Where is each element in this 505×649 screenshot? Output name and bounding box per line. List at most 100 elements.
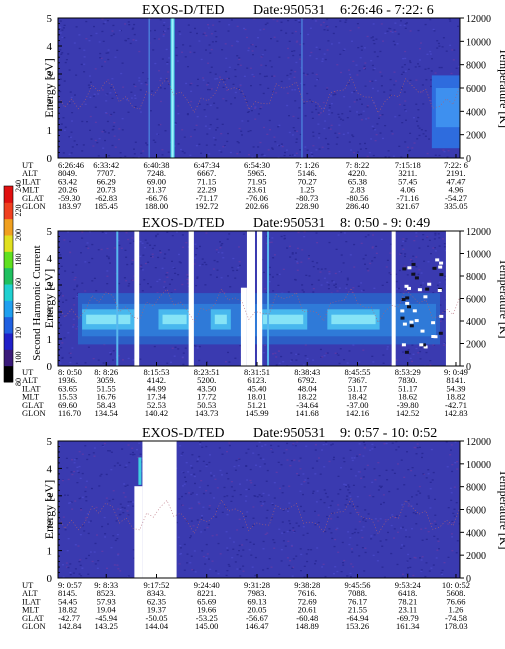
temperature-tick-label: 12000 [466, 227, 491, 238]
ephemeris-row-label: GLAT [22, 193, 45, 203]
ephemeris-cell: 7: 8:22 [346, 160, 370, 170]
ephemeris-cell: 1936. [58, 375, 77, 385]
ephemeris-cell: 141.68 [296, 408, 319, 418]
colorbar-swatch [4, 300, 13, 318]
ephemeris-cell: 72.69 [298, 596, 317, 606]
panel-time-range: 8: 0:50 - 9: 0:49 [340, 216, 430, 231]
ephemeris-cell: 8141. [446, 375, 465, 385]
ephemeris-cell: 8:38:43 [294, 367, 320, 377]
plot-area [58, 231, 460, 366]
energy-tick-label: 0 [47, 153, 53, 165]
ephemeris-cell: 6:54:30 [244, 160, 270, 170]
ephemeris-cell: 9:45:56 [344, 580, 370, 590]
colorbar-swatch [4, 284, 13, 301]
ephemeris-cell: 50.53 [197, 400, 216, 410]
temperature-axis-label: Temperature [K] [497, 469, 505, 549]
ephemeris-cell: 142.52 [396, 408, 419, 418]
ephemeris-cell: 19.37 [147, 605, 166, 615]
ephemeris-cell: -71.16 [397, 193, 419, 203]
ephemeris-cell: 58.43 [97, 400, 116, 410]
ephemeris-cell: 65.69 [197, 596, 216, 606]
ephemeris-cell: 140.42 [145, 408, 168, 418]
vertical-streak [267, 231, 270, 366]
ephemeris-cell: 7:15:18 [395, 160, 421, 170]
ephemeris-cell: 8:31:51 [244, 367, 270, 377]
ephemeris-cell: 20.26 [58, 185, 77, 195]
temperature-tick-label: 0 [466, 154, 471, 165]
ephemeris-cell: 286.40 [346, 201, 369, 211]
ephemeris-cell: 19.66 [197, 605, 216, 615]
ephemeris-cell: -60.48 [296, 613, 318, 623]
energy-tick-label: 0 [47, 361, 53, 373]
ephemeris-cell: 22.29 [197, 185, 216, 195]
ephemeris-cell: 7707. [97, 168, 116, 178]
ephemeris-cell: 7616. [298, 588, 317, 598]
temperature-tick-label: 0 [466, 362, 471, 373]
ephemeris-cell: 7367. [348, 375, 367, 385]
energy-band-peak [162, 314, 187, 325]
vertical-burst [138, 457, 142, 485]
ephemeris-cell: -66.76 [146, 193, 168, 203]
panel-title: EXOS-D/TED [142, 426, 224, 441]
ephemeris-cell: 6792. [298, 375, 317, 385]
colorbar-swatch [4, 349, 13, 367]
ephemeris-cell: 23.11 [398, 605, 417, 615]
ephemeris-cell: 54.45 [58, 596, 77, 606]
temperature-tick-label: 12000 [466, 14, 491, 25]
ephemeris-cell: 6123. [247, 375, 266, 385]
ephemeris-cell: 8: 0:50 [58, 367, 82, 377]
panel-title: EXOS-D/TED [142, 3, 224, 18]
ephemeris-cell: 9: 0:57 [58, 580, 82, 590]
energy-tick-label: 4 [47, 41, 53, 53]
energy-band-peak [331, 314, 376, 325]
ephemeris-cell: 146.47 [245, 621, 268, 631]
plot-area [58, 18, 460, 158]
ephemeris-cell: 8221. [197, 588, 216, 598]
ephemeris-cell: 52.53 [147, 400, 166, 410]
ephemeris-row-label: MLT [22, 605, 40, 615]
ephemeris-cell: 185.45 [95, 201, 118, 211]
ephemeris-cell: 9:31:28 [244, 580, 270, 590]
ephemeris-cell: 145.99 [245, 408, 268, 418]
ephemeris-cell: 9: 8:33 [94, 580, 118, 590]
ephemeris-cell: 9: 0:49 [444, 367, 468, 377]
ephemeris-cell: 161.34 [396, 621, 420, 631]
colorbar-swatch [4, 333, 13, 350]
panel-time-range: 6:26:46 - 7:22: 6 [340, 3, 434, 18]
ephemeris-cell: -37.00 [347, 400, 369, 410]
ephemeris-cell: 78.21 [398, 596, 417, 606]
temperature-tick-label: 6000 [466, 84, 486, 95]
energy-band-peak [214, 314, 227, 325]
ephemeris-cell: 6:47:34 [194, 160, 221, 170]
colorbar-swatch [4, 235, 13, 252]
ephemeris-cell: 143.25 [95, 621, 118, 631]
ephemeris-row-label: GLON [22, 201, 46, 211]
ephemeris-cell: 8523. [97, 588, 116, 598]
data-gap [142, 441, 177, 578]
energy-tick-label: 5 [47, 13, 53, 25]
vertical-streak [148, 18, 150, 158]
ephemeris-cell: 8145. [58, 588, 77, 598]
temperature-trace [58, 498, 460, 535]
ephemeris-cell: 148.89 [296, 621, 319, 631]
temperature-tick-label: 10000 [466, 37, 491, 48]
ephemeris-cell: 71.15 [197, 176, 216, 186]
energy-tick-label: 2 [47, 307, 53, 319]
ephemeris-cell: 15.53 [58, 392, 77, 402]
ephemeris-cell: -39.80 [397, 400, 419, 410]
energy-tick-label: 1 [47, 334, 53, 346]
colorbar-tick-label: 100 [14, 352, 23, 364]
ephemeris-cell: 228.90 [296, 201, 319, 211]
colorbar-swatch [4, 316, 13, 334]
ephemeris-row-label: ILAT [22, 596, 41, 606]
saturated-pixels [400, 258, 444, 354]
colorbar-tick-label: 140 [14, 303, 23, 315]
spectrogram-background [58, 18, 460, 158]
colorbar-tick-label: 200 [14, 229, 23, 241]
ephemeris-cell: 70.27 [298, 176, 317, 186]
colorbar-swatch [4, 251, 13, 269]
ephemeris-cell: 145.00 [195, 621, 218, 631]
colorbar-tick-label: 80 [14, 378, 23, 386]
ephemeris-cell: 8: 8:26 [94, 367, 118, 377]
ephemeris-cell: 19.04 [97, 605, 117, 615]
